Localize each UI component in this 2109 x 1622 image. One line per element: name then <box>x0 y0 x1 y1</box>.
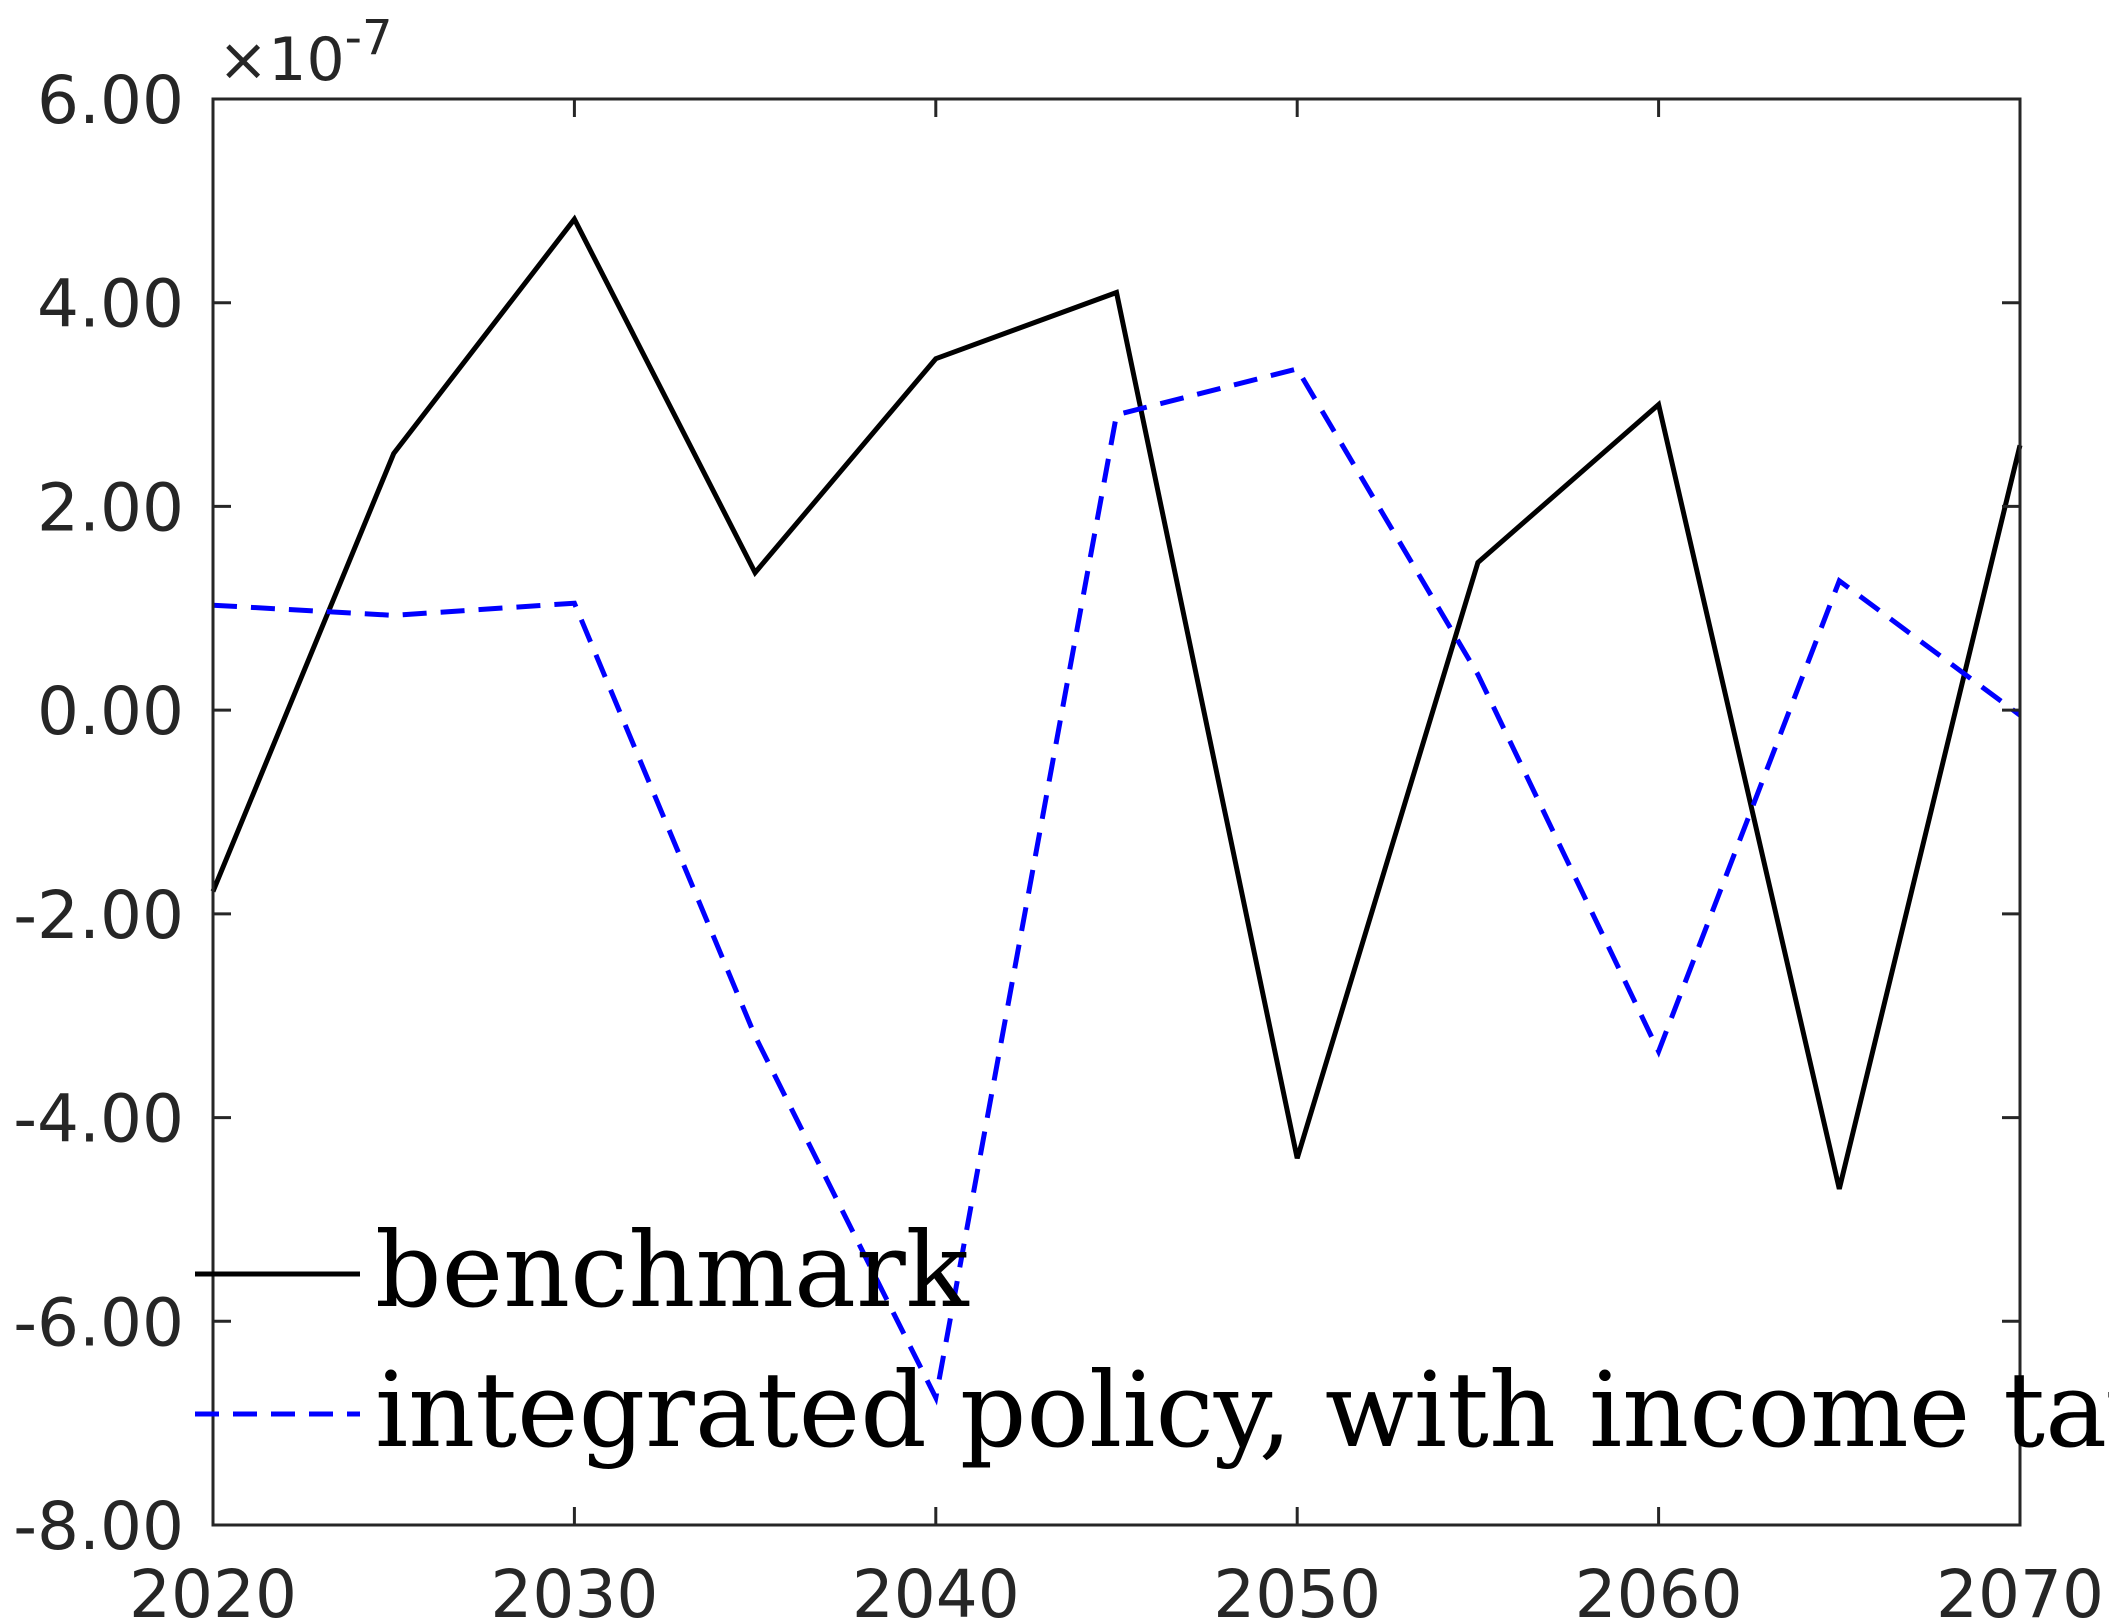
x-tick-labels: 2020 2030 2040 2050 2060 2070 <box>129 1556 2104 1622</box>
legend-label-2: integrated policy, with income tax <box>375 1349 2109 1471</box>
series-layer <box>210 214 2023 1406</box>
x-tick-label: 2030 <box>490 1556 658 1622</box>
y-tick-label: -8.00 <box>13 1488 184 1565</box>
x-tick-label: 2020 <box>129 1556 297 1622</box>
y-exponent-base: ×10 <box>218 25 345 95</box>
y-tick-label: -6.00 <box>13 1284 184 1361</box>
y-tick-label: 4.00 <box>37 266 184 343</box>
x-tick-label: 2070 <box>1936 1556 2104 1622</box>
y-tick-label: 0.00 <box>37 673 184 750</box>
x-tick-label: 2050 <box>1213 1556 1381 1622</box>
ticks-layer <box>211 97 2022 1527</box>
y-tick-label: -4.00 <box>13 1081 184 1158</box>
series-line-1 <box>210 214 2023 1190</box>
plot-area <box>213 99 2020 1525</box>
y-tick-labels: 6.00 4.00 2.00 0.00 -2.00 -4.00 -6.00 -8.00 <box>13 62 184 1565</box>
x-tick-label: 2040 <box>852 1556 1020 1622</box>
y-exponent-label: ×10-7 <box>218 10 392 95</box>
y-exponent-power: -7 <box>345 10 393 66</box>
legend: benchmark integrated policy, with income … <box>195 1209 2109 1471</box>
axes-box <box>211 97 2022 1527</box>
y-tick-label: 2.00 <box>37 469 184 546</box>
x-tick-label: 2060 <box>1575 1556 1743 1622</box>
legend-label-1: benchmark <box>375 1209 970 1331</box>
y-tick-label: -2.00 <box>13 877 184 954</box>
series-line-2 <box>212 366 2022 1406</box>
y-tick-label: 6.00 <box>37 62 184 139</box>
